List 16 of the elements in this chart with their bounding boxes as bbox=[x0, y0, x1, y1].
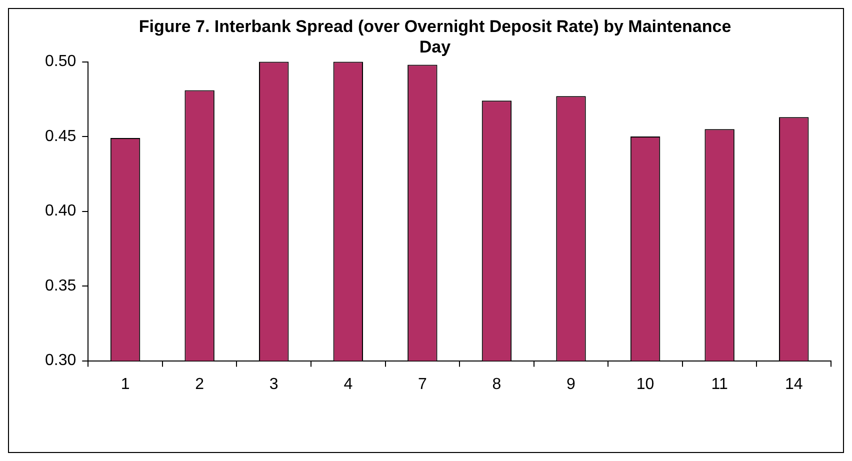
x-tick-label: 9 bbox=[566, 376, 576, 393]
x-tick-label: 1 bbox=[120, 376, 130, 393]
x-tick-label: 2 bbox=[195, 376, 204, 393]
x-tick-label: 3 bbox=[269, 376, 278, 393]
y-tick-label: 0.45 bbox=[45, 128, 76, 145]
chart-title: Figure 7. Interbank Spread (over Overnight Deposit Rate) by Maintenance Day bbox=[138, 16, 732, 56]
y-tick-label: 0.35 bbox=[45, 277, 76, 294]
x-tick-label: 4 bbox=[344, 376, 353, 393]
y-tick-label: 0.50 bbox=[45, 53, 76, 70]
x-tick-label: 10 bbox=[636, 376, 654, 393]
x-tick-label: 7 bbox=[418, 376, 427, 393]
y-tick-label: 0.30 bbox=[45, 352, 76, 370]
y-tick-label: 0.40 bbox=[45, 202, 76, 220]
x-tick-label: 11 bbox=[711, 376, 728, 393]
x-tick-label: 14 bbox=[784, 376, 803, 393]
x-tick-label: 8 bbox=[492, 376, 502, 393]
